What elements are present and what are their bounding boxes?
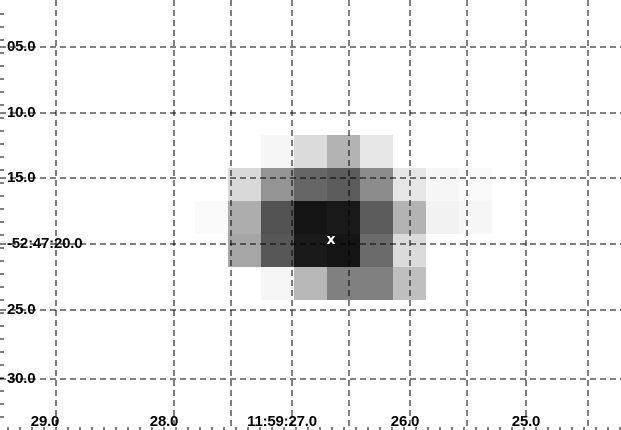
dec-label-25: 25.0 [7, 301, 36, 318]
image-pixel [228, 201, 261, 234]
image-pixel [360, 135, 393, 168]
image-pixel [261, 267, 294, 300]
image-pixel [294, 168, 327, 201]
dec-label-10: 10.0 [7, 104, 36, 121]
image-pixel [195, 201, 228, 234]
image-pixel [228, 234, 261, 267]
ra-label-27: 11:59:27.0 [247, 413, 317, 430]
dec-label-20: -52:47:20.0 [7, 235, 83, 252]
image-pixel [327, 201, 360, 234]
dec-label-30: 30.0 [7, 370, 36, 387]
ra-label-26: 26.0 [390, 413, 420, 430]
image-pixel [459, 168, 492, 201]
image-pixel [360, 201, 393, 234]
image-pixel [261, 234, 294, 267]
image-pixel [294, 201, 327, 234]
image-pixel [261, 201, 294, 234]
image-pixel [360, 267, 393, 300]
image-pixel [294, 267, 327, 300]
image-pixel [261, 168, 294, 201]
image-pixel [327, 135, 360, 168]
dec-label-05: 05.0 [7, 38, 36, 55]
dec-label-15: 15.0 [7, 169, 36, 186]
image-pixel [294, 135, 327, 168]
image-pixel [294, 234, 327, 267]
image-pixel [360, 168, 393, 201]
image-pixel [327, 168, 360, 201]
image-pixel [261, 135, 294, 168]
ra-label-25: 25.0 [511, 413, 541, 430]
image-pixel [360, 234, 393, 267]
image-pixel [393, 201, 426, 234]
ra-label-28: 28.0 [149, 413, 179, 430]
image-pixel [228, 168, 261, 201]
image-pixel [327, 267, 360, 300]
image-pixel [426, 168, 459, 201]
image-pixel [327, 234, 360, 267]
ra-label-29: 29.0 [30, 413, 60, 430]
image-pixel [459, 201, 492, 234]
source-marker: x [326, 232, 336, 248]
image-pixel [426, 201, 459, 234]
